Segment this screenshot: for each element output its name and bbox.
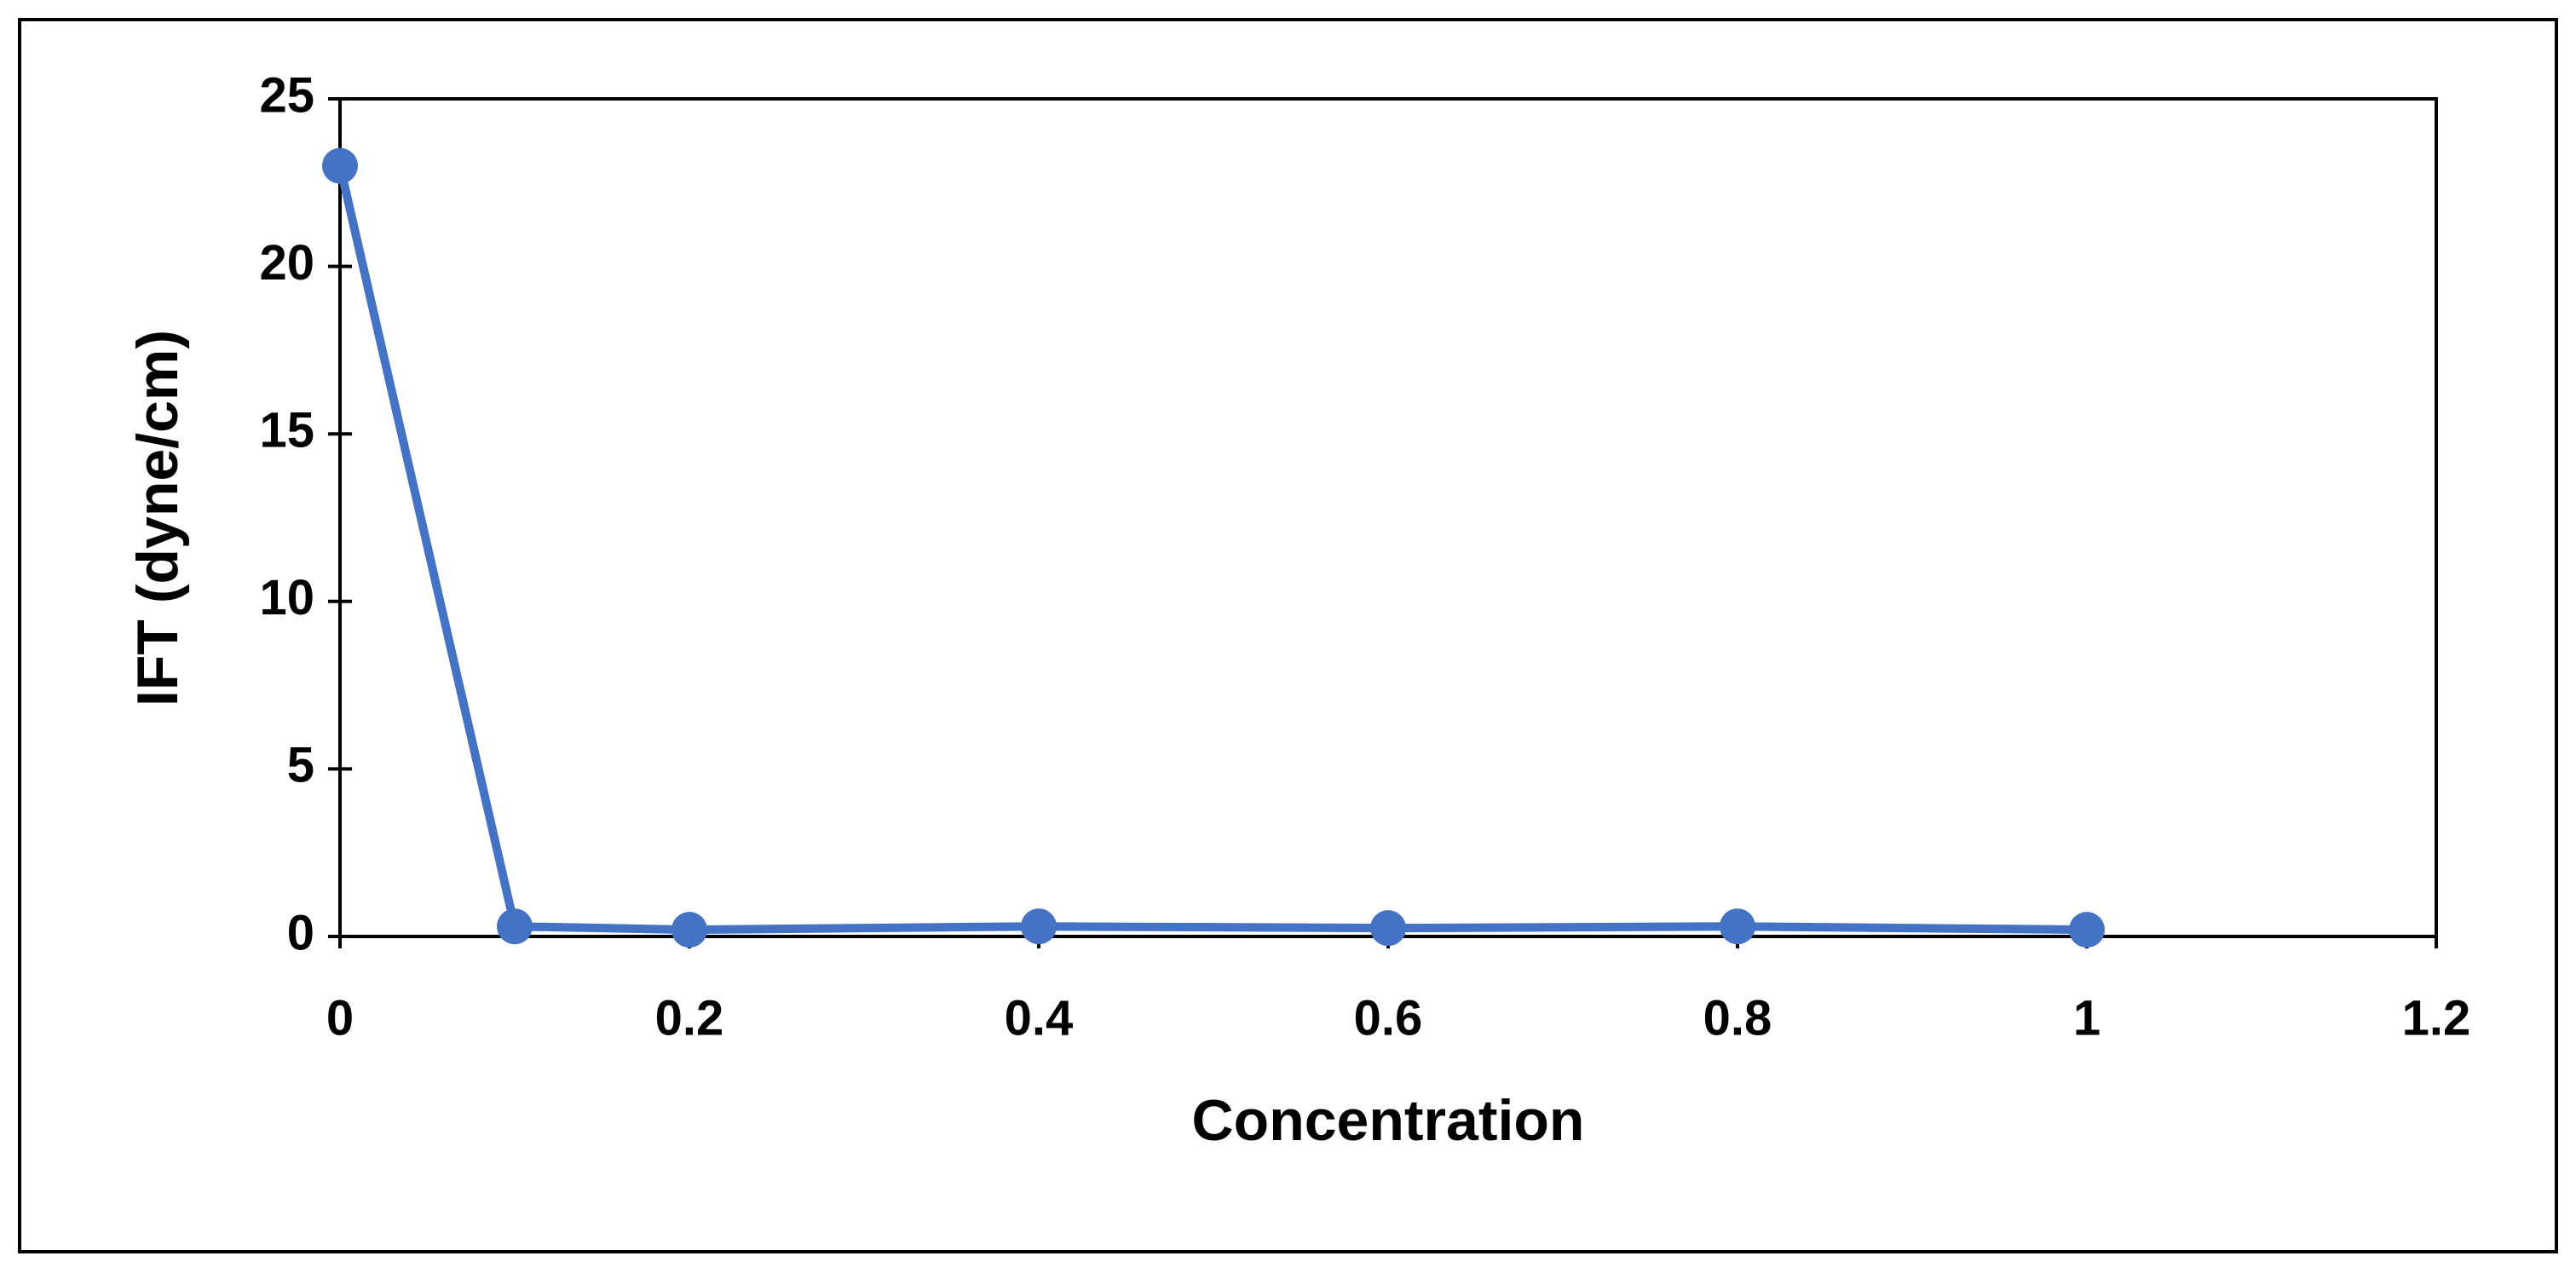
data-point — [2069, 912, 2105, 948]
data-point — [497, 908, 533, 945]
x-tick-label: 0.2 — [655, 990, 724, 1046]
data-point — [671, 912, 707, 948]
y-tick-label: 15 — [259, 403, 314, 458]
x-tick-label: 0.6 — [1354, 990, 1423, 1046]
data-point — [1370, 910, 1406, 947]
y-tick-label: 0 — [287, 905, 314, 960]
y-axis-title: IFT (dyne/cm) — [125, 330, 190, 706]
x-tick-label: 0 — [326, 990, 354, 1046]
x-axis-title: Concentration — [1192, 1088, 1585, 1153]
data-point — [1021, 908, 1057, 945]
x-tick-label: 1 — [2073, 990, 2101, 1046]
data-point — [1720, 908, 1755, 945]
y-tick-label: 20 — [259, 235, 314, 291]
x-tick-label: 0.8 — [1703, 990, 1772, 1046]
y-tick-label: 5 — [287, 738, 314, 793]
chart-border — [18, 18, 2558, 1253]
data-point — [322, 147, 358, 184]
y-tick-label: 25 — [259, 67, 314, 123]
y-tick-label: 10 — [259, 570, 314, 625]
x-tick-label: 1.2 — [2402, 990, 2471, 1046]
x-tick-label: 0.4 — [1005, 990, 1074, 1046]
